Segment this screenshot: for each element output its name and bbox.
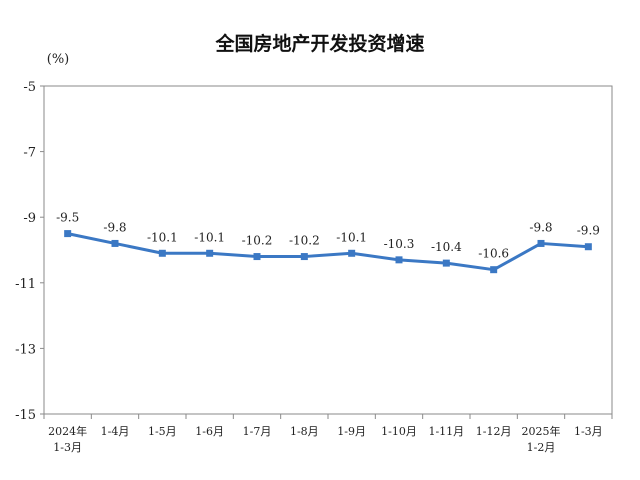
- chart-title: 全国房地产开发投资增速: [214, 32, 424, 55]
- x-tick-label: 1-9月: [337, 425, 366, 438]
- data-point: [490, 266, 498, 274]
- data-point: [348, 249, 356, 257]
- y-tick-label: -5: [23, 80, 36, 95]
- data-label: -9.8: [103, 220, 126, 234]
- y-tick-label: -15: [15, 408, 36, 423]
- x-tick-label: 1-10月: [381, 425, 417, 438]
- x-tick-label: 1-3月: [53, 441, 82, 454]
- y-tick-label: -7: [23, 146, 36, 161]
- x-tick-label: 1-6月: [195, 425, 224, 438]
- x-tick-label: 1-12月: [476, 425, 512, 438]
- y-tick-label: -13: [15, 342, 36, 357]
- x-tick-label: 1-7月: [243, 425, 272, 438]
- data-point: [64, 230, 72, 238]
- data-point: [584, 243, 592, 251]
- data-label: -10.1: [336, 230, 367, 244]
- data-label: -9.9: [577, 224, 600, 238]
- data-label: -10.4: [431, 240, 462, 254]
- x-tick-label: 1-4月: [101, 425, 130, 438]
- data-label: -9.5: [56, 211, 79, 225]
- x-tick-label: 1-8月: [290, 425, 319, 438]
- data-point: [158, 249, 166, 257]
- axes-layer: -5 -7 -9 -11 -13 -15 2024年 1-3月 1-4月 1-5月 1-6月 1-7月…: [15, 80, 613, 454]
- x-tick-label: 1-5月: [148, 425, 177, 438]
- data-label: -9.8: [529, 220, 552, 234]
- data-point: [442, 259, 450, 267]
- data-point: [206, 249, 214, 257]
- series-layer: [64, 230, 592, 274]
- data-label: -10.2: [289, 234, 320, 248]
- x-tick-label: 1-3月: [574, 425, 603, 438]
- x-tick-label: 1-2月: [527, 441, 556, 454]
- y-tick-label: -11: [15, 277, 36, 292]
- data-label-layer: -9.5 -9.8 -10.1 -10.1 -10.2 -10.2 -10.1 -10.3 -1…: [56, 211, 600, 261]
- y-tick-label: -9: [23, 211, 36, 226]
- data-label: -10.1: [194, 230, 225, 244]
- data-label: -10.3: [384, 237, 415, 251]
- x-tick-label: 1-11月: [428, 425, 464, 438]
- data-label: -10.6: [478, 247, 509, 261]
- data-point: [111, 239, 119, 247]
- data-point: [537, 239, 545, 247]
- x-tick-label: 2025年: [522, 424, 561, 438]
- series-line: [66, 232, 590, 272]
- data-point: [253, 253, 261, 261]
- data-point: [300, 253, 308, 261]
- data-label: -10.1: [147, 230, 178, 244]
- data-label: -10.2: [242, 234, 273, 248]
- y-axis-unit: (%): [47, 52, 70, 67]
- data-point: [395, 256, 403, 264]
- x-tick-label: 2024年: [48, 424, 87, 438]
